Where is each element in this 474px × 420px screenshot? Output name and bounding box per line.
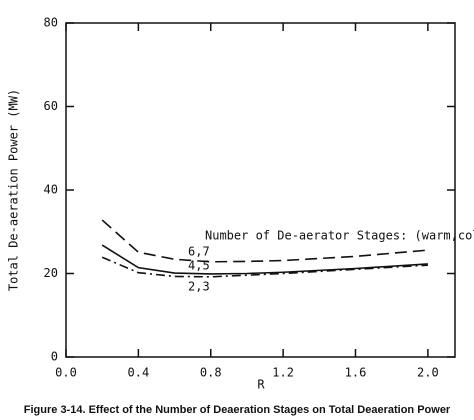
y-tick-label: 0 <box>51 350 58 364</box>
x-axis-label: R <box>257 378 265 392</box>
y-axis-label: Total De-aeration Power (MW) <box>7 89 21 291</box>
x-tick-label: 1.2 <box>272 366 294 380</box>
x-tick-label: 0.8 <box>200 366 222 380</box>
x-tick-label: 0.0 <box>55 366 77 380</box>
series-label: 6,7 <box>188 245 210 259</box>
x-tick-label: 1.6 <box>345 366 367 380</box>
series-line <box>101 244 428 275</box>
y-tick-label: 20 <box>44 266 58 280</box>
series-label: 4,5 <box>188 259 210 273</box>
x-tick-label: 0.4 <box>128 366 150 380</box>
y-tick-label: 80 <box>44 16 58 30</box>
series-line <box>101 256 428 278</box>
series-line <box>101 219 428 263</box>
y-tick-label: 40 <box>44 183 58 197</box>
caption: Figure 3-14. Effect of the Number of Dea… <box>24 404 451 416</box>
plot-frame <box>65 22 456 358</box>
series-label: 2,3 <box>188 280 210 294</box>
x-tick-label: 2.0 <box>417 366 439 380</box>
y-tick-label: 60 <box>44 99 58 113</box>
annotation: Number of De-aerator Stages: (warm,cold) <box>205 229 474 243</box>
